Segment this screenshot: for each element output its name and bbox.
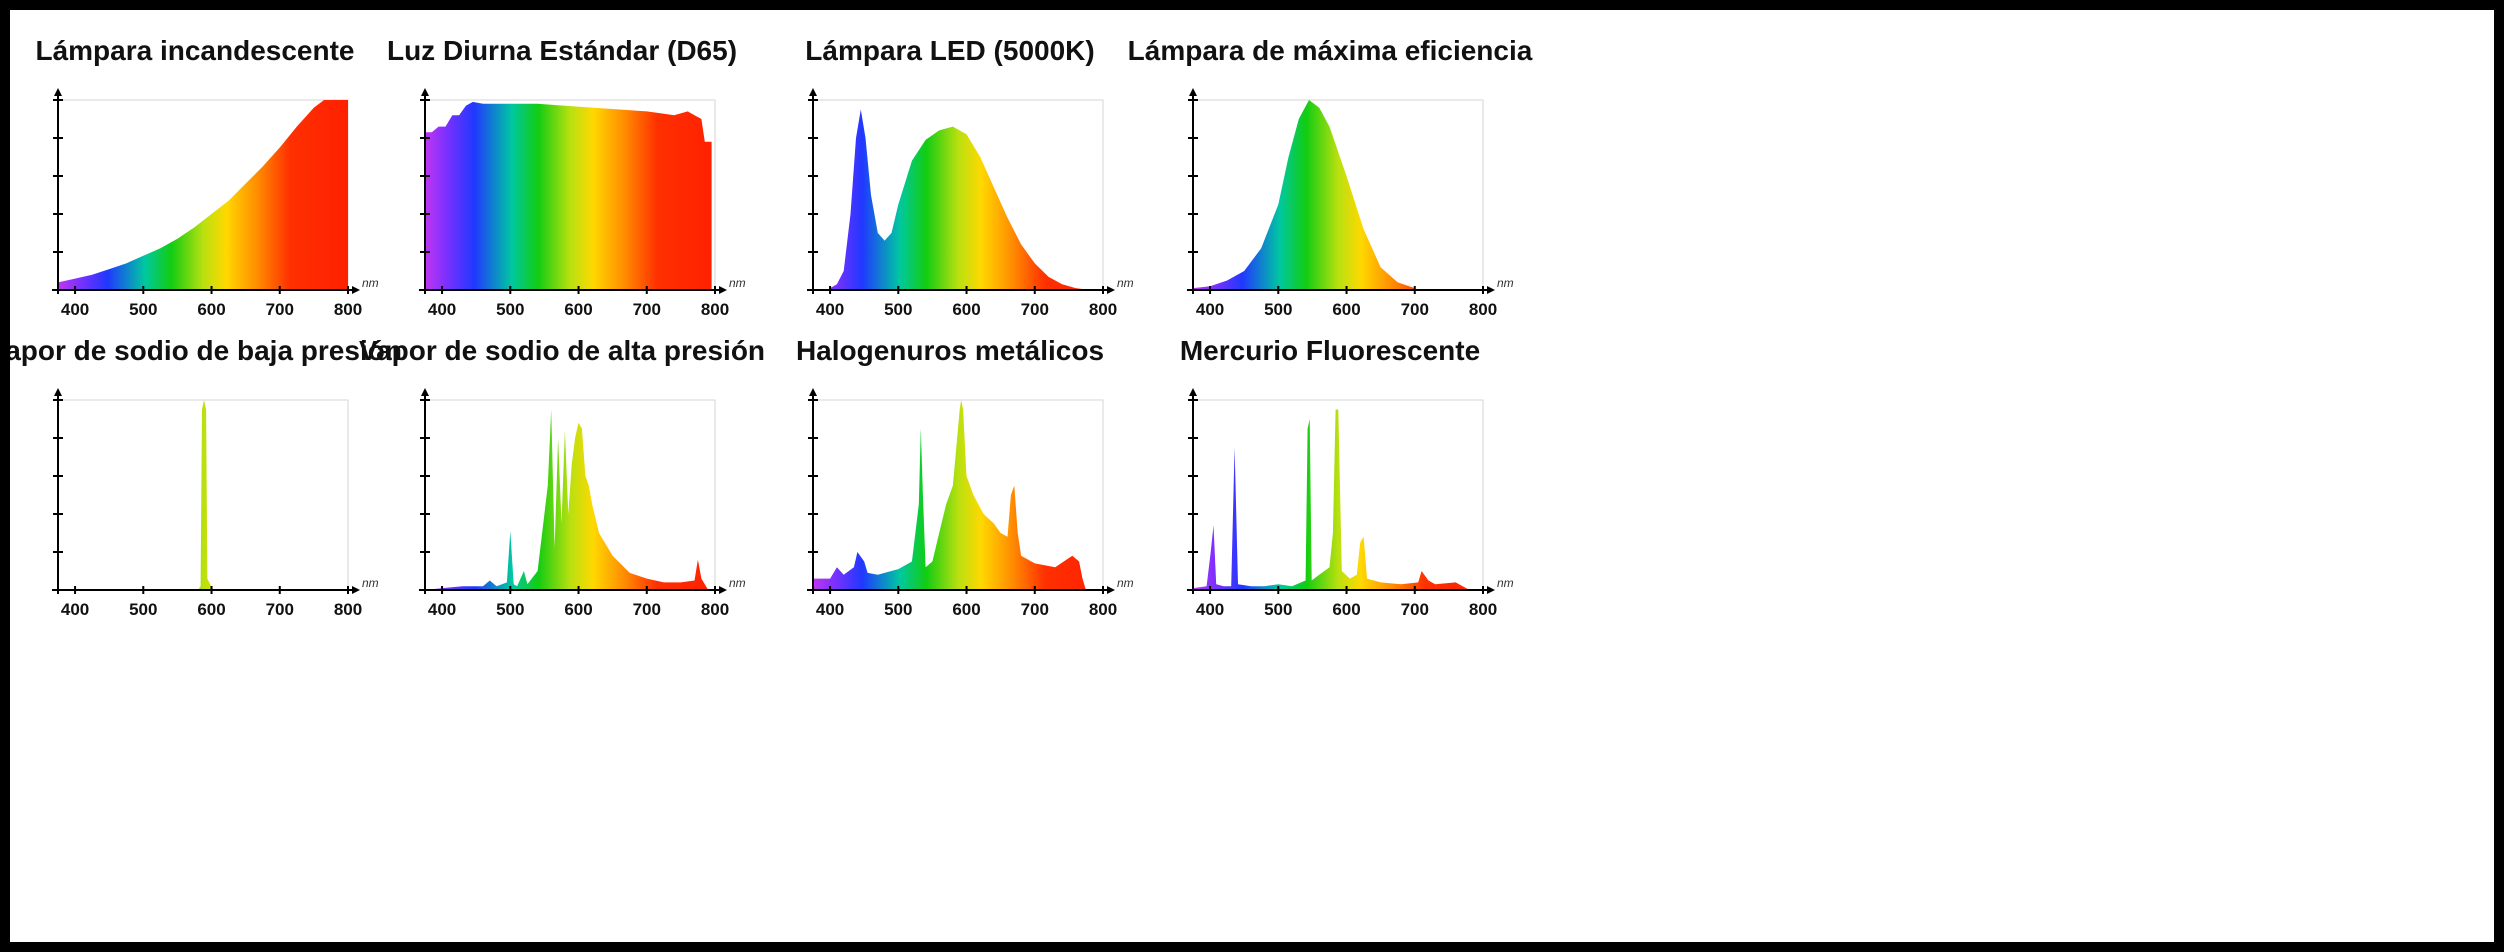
x-tick-label: 600 (197, 600, 225, 619)
x-tick-label: 500 (496, 300, 524, 319)
x-tick-label: 700 (633, 300, 661, 319)
spectrum-chart: Vapor de sodio de alta presión nm 400 500 60… (359, 335, 765, 619)
spectrum-chart: Vapor de sodio de baja presión nm 400 500 60… (10, 335, 402, 619)
x-axis-arrow (1487, 286, 1495, 294)
y-axis-arrow (809, 88, 817, 96)
x-tick-label: 400 (61, 300, 89, 319)
x-tick-label: 800 (334, 300, 362, 319)
spectrum-area (830, 109, 1090, 290)
spectrum-area (425, 409, 709, 590)
spectrum-area (1193, 100, 1415, 290)
x-tick-label: 400 (1196, 600, 1224, 619)
x-tick-label: 400 (428, 600, 456, 619)
chart-title: Vapor de sodio de alta presión (359, 335, 765, 366)
x-unit-label: nm (1117, 576, 1134, 590)
x-tick-label: 400 (61, 600, 89, 619)
x-tick-label: 400 (816, 600, 844, 619)
x-tick-label: 600 (564, 300, 592, 319)
spectrum-area (425, 101, 712, 291)
chart-title: Vapor de sodio de baja presión (10, 335, 402, 366)
x-tick-label: 600 (952, 300, 980, 319)
chart-title: Lámpara incandescente (35, 35, 354, 66)
y-axis-arrow (54, 88, 62, 96)
spectrum-area (813, 400, 1086, 590)
spectrum-chart: Luz Diurna Estándar (D65) nm 400 500 600 700 8… (387, 35, 746, 319)
y-axis-arrow (421, 88, 429, 96)
x-axis-arrow (719, 586, 727, 594)
spectrum-chart: Lámpara incandescente nm 400 500 600 700 800 (35, 35, 378, 319)
x-unit-label: nm (1497, 576, 1514, 590)
x-tick-label: 700 (266, 600, 294, 619)
x-axis-arrow (352, 286, 360, 294)
x-tick-label: 500 (884, 600, 912, 619)
chart-title: Lámpara LED (5000K) (805, 35, 1094, 66)
x-tick-label: 600 (564, 600, 592, 619)
x-axis-arrow (1487, 586, 1495, 594)
x-tick-label: 800 (1089, 300, 1117, 319)
x-tick-label: 700 (266, 300, 294, 319)
y-axis-arrow (809, 388, 817, 396)
x-tick-label: 700 (1401, 300, 1429, 319)
x-axis-arrow (1107, 286, 1115, 294)
x-tick-label: 600 (1332, 300, 1360, 319)
x-tick-label: 700 (1021, 300, 1049, 319)
x-tick-label: 800 (1469, 300, 1497, 319)
x-tick-label: 700 (1401, 600, 1429, 619)
x-tick-label: 800 (334, 600, 362, 619)
x-unit-label: nm (362, 576, 379, 590)
spectrum-chart: Mercurio Fluorescente nm 400 500 600 700 800 (1180, 335, 1514, 619)
spectrum-area (58, 100, 348, 290)
x-tick-label: 800 (1469, 600, 1497, 619)
x-tick-label: 500 (1264, 600, 1292, 619)
x-axis-arrow (1107, 586, 1115, 594)
x-tick-label: 500 (129, 600, 157, 619)
spectrum-chart: Lámpara LED (5000K) nm 400 500 600 700 800 (805, 35, 1133, 319)
chart-title: Halogenuros metálicos (796, 335, 1104, 366)
x-unit-label: nm (362, 276, 379, 290)
y-axis-arrow (1189, 88, 1197, 96)
x-unit-label: nm (1117, 276, 1134, 290)
y-axis-arrow (54, 388, 62, 396)
figure-frame: Lámpara incandescente nm 400 500 600 700 800 Lu… (10, 10, 2494, 942)
x-tick-label: 600 (952, 600, 980, 619)
x-tick-label: 800 (1089, 600, 1117, 619)
spectrum-area (1193, 409, 1470, 590)
x-tick-label: 600 (197, 300, 225, 319)
chart-title: Lámpara de máxima eficiencia (1128, 35, 1533, 66)
spectrum-chart: Halogenuros metálicos nm 400 500 600 700 800 (796, 335, 1134, 619)
x-tick-label: 400 (428, 300, 456, 319)
x-unit-label: nm (729, 276, 746, 290)
x-axis-arrow (719, 286, 727, 294)
x-tick-label: 500 (496, 600, 524, 619)
x-tick-label: 400 (1196, 300, 1224, 319)
y-axis-arrow (421, 388, 429, 396)
x-tick-label: 800 (701, 600, 729, 619)
x-unit-label: nm (729, 576, 746, 590)
x-tick-label: 500 (129, 300, 157, 319)
x-tick-label: 800 (701, 300, 729, 319)
chart-title: Luz Diurna Estándar (D65) (387, 35, 737, 66)
x-axis-arrow (352, 586, 360, 594)
x-tick-label: 600 (1332, 600, 1360, 619)
x-tick-label: 400 (816, 300, 844, 319)
spectrum-area (197, 400, 213, 590)
x-tick-label: 700 (633, 600, 661, 619)
x-tick-label: 500 (1264, 300, 1292, 319)
x-unit-label: nm (1497, 276, 1514, 290)
x-tick-label: 500 (884, 300, 912, 319)
chart-title: Mercurio Fluorescente (1180, 335, 1480, 366)
x-tick-label: 700 (1021, 600, 1049, 619)
spectrum-chart: Lámpara de máxima eficiencia nm 400 500 600 7… (1128, 35, 1533, 319)
y-axis-arrow (1189, 388, 1197, 396)
